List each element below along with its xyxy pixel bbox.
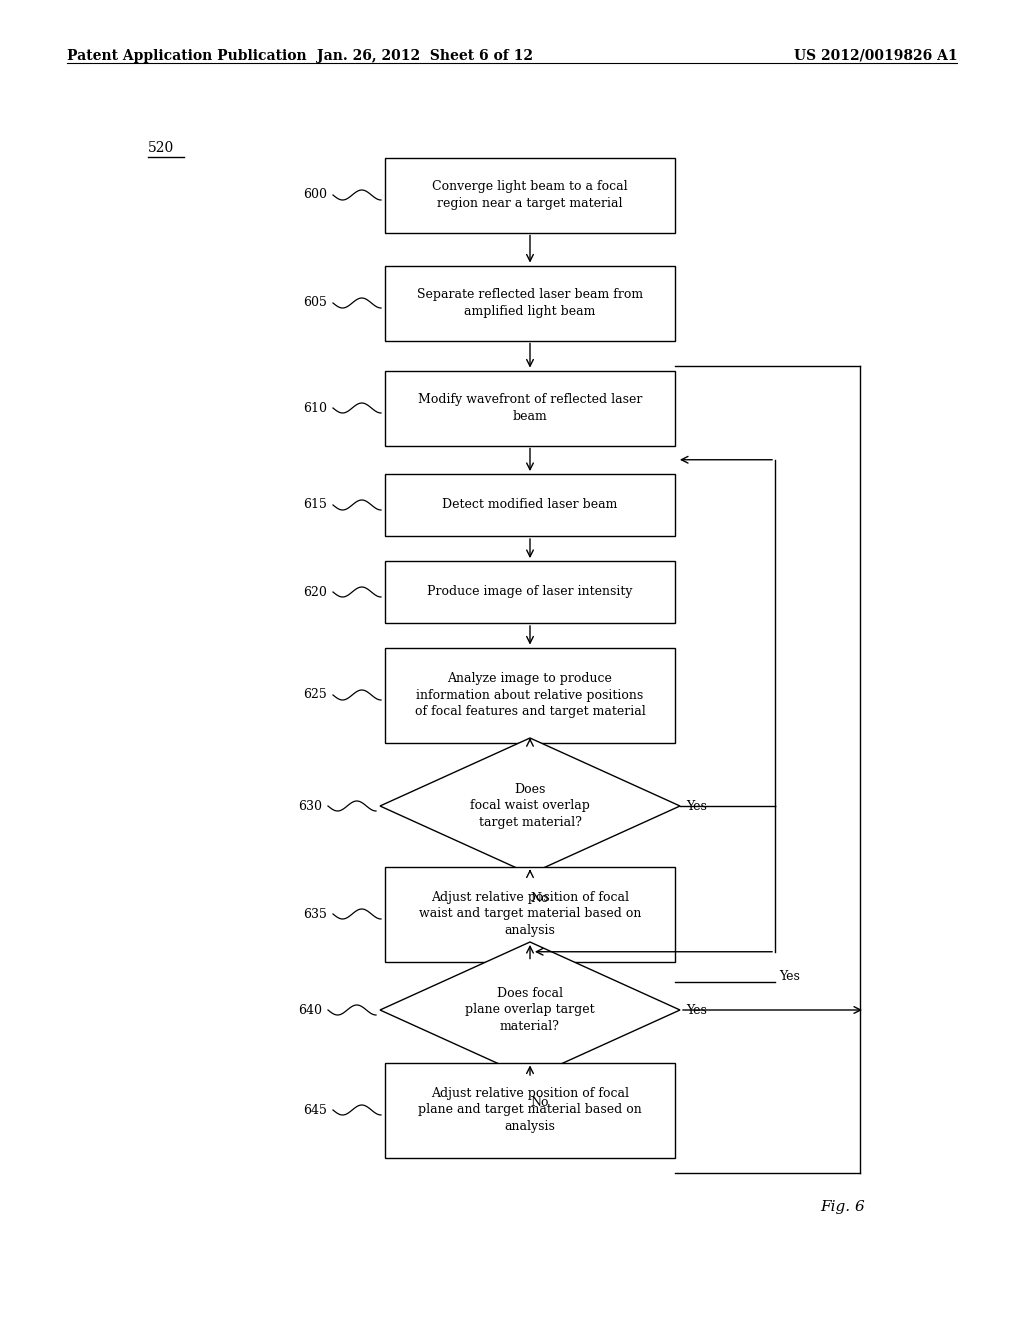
FancyBboxPatch shape bbox=[385, 561, 675, 623]
Text: 635: 635 bbox=[303, 908, 327, 920]
Text: Patent Application Publication: Patent Application Publication bbox=[67, 49, 306, 63]
Text: Produce image of laser intensity: Produce image of laser intensity bbox=[427, 586, 633, 598]
FancyBboxPatch shape bbox=[385, 265, 675, 341]
Text: Separate reflected laser beam from
amplified light beam: Separate reflected laser beam from ampli… bbox=[417, 288, 643, 318]
Text: 645: 645 bbox=[303, 1104, 327, 1117]
FancyBboxPatch shape bbox=[385, 371, 675, 446]
Polygon shape bbox=[380, 738, 680, 874]
Text: Yes: Yes bbox=[686, 800, 707, 813]
FancyBboxPatch shape bbox=[385, 1063, 675, 1158]
Text: 605: 605 bbox=[303, 297, 327, 309]
Polygon shape bbox=[380, 942, 680, 1078]
Text: Analyze image to produce
information about relative positions
of focal features : Analyze image to produce information abo… bbox=[415, 672, 645, 718]
Text: Does focal
plane overlap target
material?: Does focal plane overlap target material… bbox=[465, 987, 595, 1034]
Text: No: No bbox=[530, 1096, 549, 1109]
Text: Adjust relative position of focal
waist and target material based on
analysis: Adjust relative position of focal waist … bbox=[419, 891, 641, 937]
Text: 520: 520 bbox=[148, 141, 174, 154]
Text: Detect modified laser beam: Detect modified laser beam bbox=[442, 499, 617, 511]
Text: Adjust relative position of focal
plane and target material based on
analysis: Adjust relative position of focal plane … bbox=[418, 1086, 642, 1133]
Text: 625: 625 bbox=[303, 689, 327, 701]
Text: 610: 610 bbox=[303, 401, 327, 414]
Text: 620: 620 bbox=[303, 586, 327, 598]
Text: Jan. 26, 2012  Sheet 6 of 12: Jan. 26, 2012 Sheet 6 of 12 bbox=[317, 49, 532, 63]
Text: 600: 600 bbox=[303, 189, 327, 202]
FancyBboxPatch shape bbox=[385, 648, 675, 742]
Text: No: No bbox=[530, 892, 549, 906]
Text: Does
focal waist overlap
target material?: Does focal waist overlap target material… bbox=[470, 783, 590, 829]
Text: 640: 640 bbox=[298, 1003, 322, 1016]
Text: 630: 630 bbox=[298, 800, 322, 813]
Text: 615: 615 bbox=[303, 499, 327, 511]
Text: Yes: Yes bbox=[686, 1003, 707, 1016]
Text: US 2012/0019826 A1: US 2012/0019826 A1 bbox=[794, 49, 957, 63]
Text: Fig. 6: Fig. 6 bbox=[820, 1200, 864, 1214]
FancyBboxPatch shape bbox=[385, 474, 675, 536]
Text: Modify wavefront of reflected laser
beam: Modify wavefront of reflected laser beam bbox=[418, 393, 642, 422]
Text: Converge light beam to a focal
region near a target material: Converge light beam to a focal region ne… bbox=[432, 181, 628, 210]
FancyBboxPatch shape bbox=[385, 866, 675, 961]
FancyBboxPatch shape bbox=[385, 157, 675, 232]
Text: Yes: Yes bbox=[779, 969, 800, 982]
